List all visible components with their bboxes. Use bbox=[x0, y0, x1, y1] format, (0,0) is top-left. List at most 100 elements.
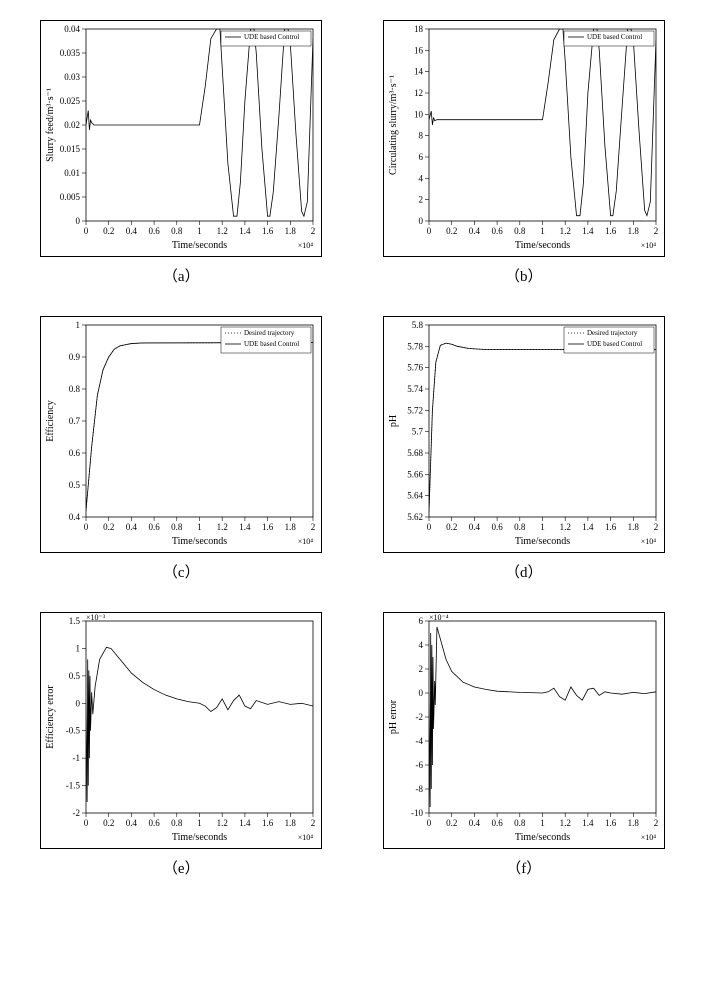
svg-text:Circulating slurry/m³·s⁻¹: Circulating slurry/m³·s⁻¹ bbox=[388, 75, 399, 175]
svg-text:×10⁴: ×10⁴ bbox=[298, 537, 314, 546]
svg-text:5.66: 5.66 bbox=[407, 469, 423, 479]
svg-text:1.8: 1.8 bbox=[285, 818, 297, 828]
svg-text:2: 2 bbox=[418, 195, 423, 205]
svg-text:0.5: 0.5 bbox=[69, 480, 81, 490]
svg-text:0.4: 0.4 bbox=[469, 226, 481, 236]
sublabel: （f） bbox=[506, 857, 541, 878]
svg-text:1.6: 1.6 bbox=[262, 226, 274, 236]
svg-text:1: 1 bbox=[76, 320, 81, 330]
svg-text:16: 16 bbox=[414, 45, 424, 55]
svg-text:UDE based Control: UDE based Control bbox=[244, 33, 299, 41]
svg-text:1.6: 1.6 bbox=[262, 522, 274, 532]
svg-text:Time/seconds: Time/seconds bbox=[172, 240, 227, 251]
svg-text:2: 2 bbox=[311, 818, 316, 828]
svg-text:0: 0 bbox=[427, 226, 432, 236]
sublabel: （b） bbox=[505, 265, 543, 286]
svg-text:0.035: 0.035 bbox=[60, 48, 81, 58]
svg-text:1: 1 bbox=[198, 522, 203, 532]
svg-text:-1.5: -1.5 bbox=[66, 781, 81, 791]
sublabel: （c） bbox=[163, 561, 200, 582]
plot-frame: 00.20.40.60.811.21.41.61.82-10-8-6-4-202… bbox=[383, 612, 665, 849]
svg-text:1.4: 1.4 bbox=[240, 818, 252, 828]
plot-frame: 00.20.40.60.811.21.41.61.8200.0050.010.0… bbox=[40, 20, 322, 257]
svg-text:0.2: 0.2 bbox=[103, 818, 114, 828]
svg-text:1.4: 1.4 bbox=[240, 522, 252, 532]
svg-text:×10⁴: ×10⁴ bbox=[298, 833, 314, 842]
sublabel: （a） bbox=[163, 265, 200, 286]
svg-text:5.72: 5.72 bbox=[407, 405, 423, 415]
svg-text:Time/seconds: Time/seconds bbox=[172, 832, 227, 843]
svg-text:1: 1 bbox=[198, 818, 203, 828]
svg-text:5.64: 5.64 bbox=[407, 491, 423, 501]
plot-svg: 00.20.40.60.811.21.41.61.825.625.645.665… bbox=[384, 317, 664, 552]
svg-text:×10⁴: ×10⁴ bbox=[640, 241, 656, 250]
svg-text:0.04: 0.04 bbox=[65, 24, 81, 34]
sublabel: （e） bbox=[163, 857, 200, 878]
svg-text:×10⁴: ×10⁴ bbox=[640, 537, 656, 546]
svg-text:0: 0 bbox=[427, 818, 432, 828]
svg-text:0.2: 0.2 bbox=[446, 818, 457, 828]
svg-text:5.62: 5.62 bbox=[407, 512, 423, 522]
svg-text:Time/seconds: Time/seconds bbox=[515, 536, 570, 547]
svg-text:Time/seconds: Time/seconds bbox=[515, 240, 570, 251]
svg-text:0.005: 0.005 bbox=[60, 192, 81, 202]
sublabel: （d） bbox=[505, 561, 543, 582]
svg-text:-10: -10 bbox=[411, 808, 423, 818]
svg-text:0.8: 0.8 bbox=[171, 818, 183, 828]
svg-text:1.2: 1.2 bbox=[217, 522, 228, 532]
svg-text:1.2: 1.2 bbox=[217, 226, 228, 236]
svg-text:0: 0 bbox=[84, 818, 89, 828]
svg-text:×10⁻³: ×10⁻³ bbox=[86, 613, 106, 622]
svg-text:1: 1 bbox=[540, 522, 545, 532]
svg-text:0.2: 0.2 bbox=[446, 226, 457, 236]
svg-text:0: 0 bbox=[84, 522, 89, 532]
svg-text:0.7: 0.7 bbox=[69, 416, 81, 426]
svg-text:0.6: 0.6 bbox=[149, 226, 161, 236]
svg-text:10: 10 bbox=[414, 109, 424, 119]
svg-text:0.8: 0.8 bbox=[514, 522, 526, 532]
svg-text:-1: -1 bbox=[73, 753, 81, 763]
svg-text:0.6: 0.6 bbox=[491, 818, 503, 828]
plot-frame: 00.20.40.60.811.21.41.61.820246810121416… bbox=[383, 20, 665, 257]
svg-text:-2: -2 bbox=[73, 808, 81, 818]
svg-text:0: 0 bbox=[418, 688, 423, 698]
svg-text:1.8: 1.8 bbox=[285, 226, 297, 236]
svg-text:5.76: 5.76 bbox=[407, 363, 423, 373]
svg-text:0: 0 bbox=[418, 216, 423, 226]
svg-text:0.6: 0.6 bbox=[69, 448, 81, 458]
svg-text:2: 2 bbox=[311, 226, 316, 236]
svg-text:0: 0 bbox=[76, 216, 81, 226]
svg-text:8: 8 bbox=[418, 131, 423, 141]
plot-frame: 00.20.40.60.811.21.41.61.825.625.645.665… bbox=[383, 316, 665, 553]
svg-text:0.015: 0.015 bbox=[60, 144, 81, 154]
svg-text:0.5: 0.5 bbox=[69, 671, 81, 681]
subplot-f: 00.20.40.60.811.21.41.61.82-10-8-6-4-202… bbox=[363, 612, 686, 878]
plot-svg: 00.20.40.60.811.21.41.61.82-10-8-6-4-202… bbox=[384, 613, 664, 848]
svg-text:0.4: 0.4 bbox=[126, 522, 138, 532]
plot-svg: 00.20.40.60.811.21.41.61.820246810121416… bbox=[384, 21, 664, 256]
svg-text:2: 2 bbox=[654, 818, 659, 828]
subplot-a: 00.20.40.60.811.21.41.61.8200.0050.010.0… bbox=[20, 20, 343, 286]
svg-text:-6: -6 bbox=[415, 760, 423, 770]
svg-text:0.8: 0.8 bbox=[69, 384, 81, 394]
svg-text:0.4: 0.4 bbox=[69, 512, 81, 522]
svg-text:1.4: 1.4 bbox=[582, 818, 594, 828]
svg-text:Slurry feed/m³·s⁻¹: Slurry feed/m³·s⁻¹ bbox=[45, 88, 56, 162]
svg-text:2: 2 bbox=[418, 664, 423, 674]
svg-text:0.6: 0.6 bbox=[491, 522, 503, 532]
svg-text:1: 1 bbox=[540, 226, 545, 236]
svg-text:2: 2 bbox=[654, 522, 659, 532]
svg-text:0: 0 bbox=[84, 226, 89, 236]
svg-text:0.9: 0.9 bbox=[69, 352, 81, 362]
svg-text:UDE based Control: UDE based Control bbox=[587, 33, 642, 41]
svg-text:1.8: 1.8 bbox=[627, 818, 639, 828]
svg-text:0.8: 0.8 bbox=[171, 522, 183, 532]
svg-text:0.4: 0.4 bbox=[469, 818, 481, 828]
svg-text:0.4: 0.4 bbox=[469, 522, 481, 532]
svg-text:0: 0 bbox=[76, 698, 81, 708]
svg-text:0.4: 0.4 bbox=[126, 818, 138, 828]
svg-text:UDE based Control: UDE based Control bbox=[587, 340, 642, 348]
svg-text:0.6: 0.6 bbox=[149, 818, 161, 828]
figure-grid: 00.20.40.60.811.21.41.61.8200.0050.010.0… bbox=[20, 20, 685, 878]
svg-text:0.03: 0.03 bbox=[65, 72, 81, 82]
